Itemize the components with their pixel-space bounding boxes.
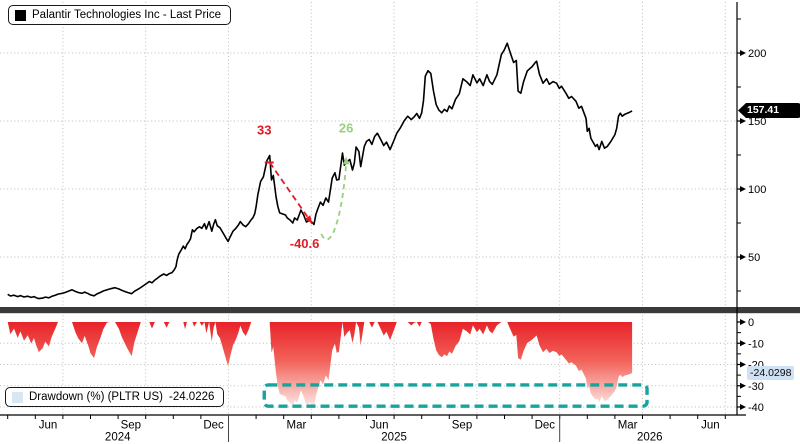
svg-text:0: 0 [748, 317, 754, 329]
separator [0, 307, 800, 314]
svg-text:2026: 2026 [637, 432, 663, 444]
drawdown-highlight-box [262, 383, 649, 408]
drawdown-area-series [7, 322, 633, 409]
price-series-swatch-icon [15, 9, 26, 21]
svg-text:Sep: Sep [121, 420, 141, 432]
svg-text:Jun: Jun [39, 420, 58, 432]
last-drawdown-axis-tag: -24.0298 [747, 366, 795, 380]
last-price-axis-tag: 157.41 [738, 103, 800, 118]
price-series-legend[interactable]: Palantir Technologies Inc - Last Price [8, 5, 231, 25]
price-series-label: Palantir Technologies Inc - Last Price [32, 9, 221, 21]
price-line-series [7, 42, 633, 300]
drawdown-series-legend[interactable]: Drawdown (%) (PLTR US) -24.0226 [5, 387, 225, 407]
svg-text:2025: 2025 [381, 432, 407, 444]
gridlines [0, 2, 737, 415]
svg-text:Mar: Mar [286, 420, 306, 432]
svg-text:Mar: Mar [618, 420, 638, 432]
svg-text:-10: -10 [748, 338, 764, 350]
panel-separator [0, 307, 800, 314]
x-axis-labels: Jun Sep Dec Mar Jun Sep Dec Mar Jun 2024 2025 2026 [7, 415, 726, 444]
svg-text:50: 50 [748, 252, 760, 264]
annotation-decline-pct: -40.6 [290, 236, 320, 251]
annotation-rebound-pct: 26 [339, 121, 353, 136]
svg-text:150: 150 [748, 116, 766, 128]
highlight [262, 383, 649, 408]
svg-text:-40: -40 [748, 402, 764, 414]
svg-text:-30: -30 [748, 381, 764, 393]
drawdown-series-value: -24.0226 [168, 391, 215, 403]
drawdown-series-label: Drawdown (%) (PLTR US) [29, 391, 163, 403]
svg-text:100: 100 [748, 184, 766, 196]
svg-text:Jun: Jun [701, 420, 720, 432]
svg-text:Dec: Dec [203, 420, 224, 432]
svg-text:Sep: Sep [452, 420, 472, 432]
svg-text:Dec: Dec [535, 420, 556, 432]
annotation-peak-pct: 33 [257, 123, 271, 138]
drawdown-series-swatch-icon [12, 391, 23, 403]
annotations: 33 -40.6 26 [257, 121, 353, 252]
svg-text:2024: 2024 [105, 432, 131, 444]
svg-text:Jun: Jun [370, 420, 389, 432]
svg-text:200: 200 [748, 48, 766, 60]
